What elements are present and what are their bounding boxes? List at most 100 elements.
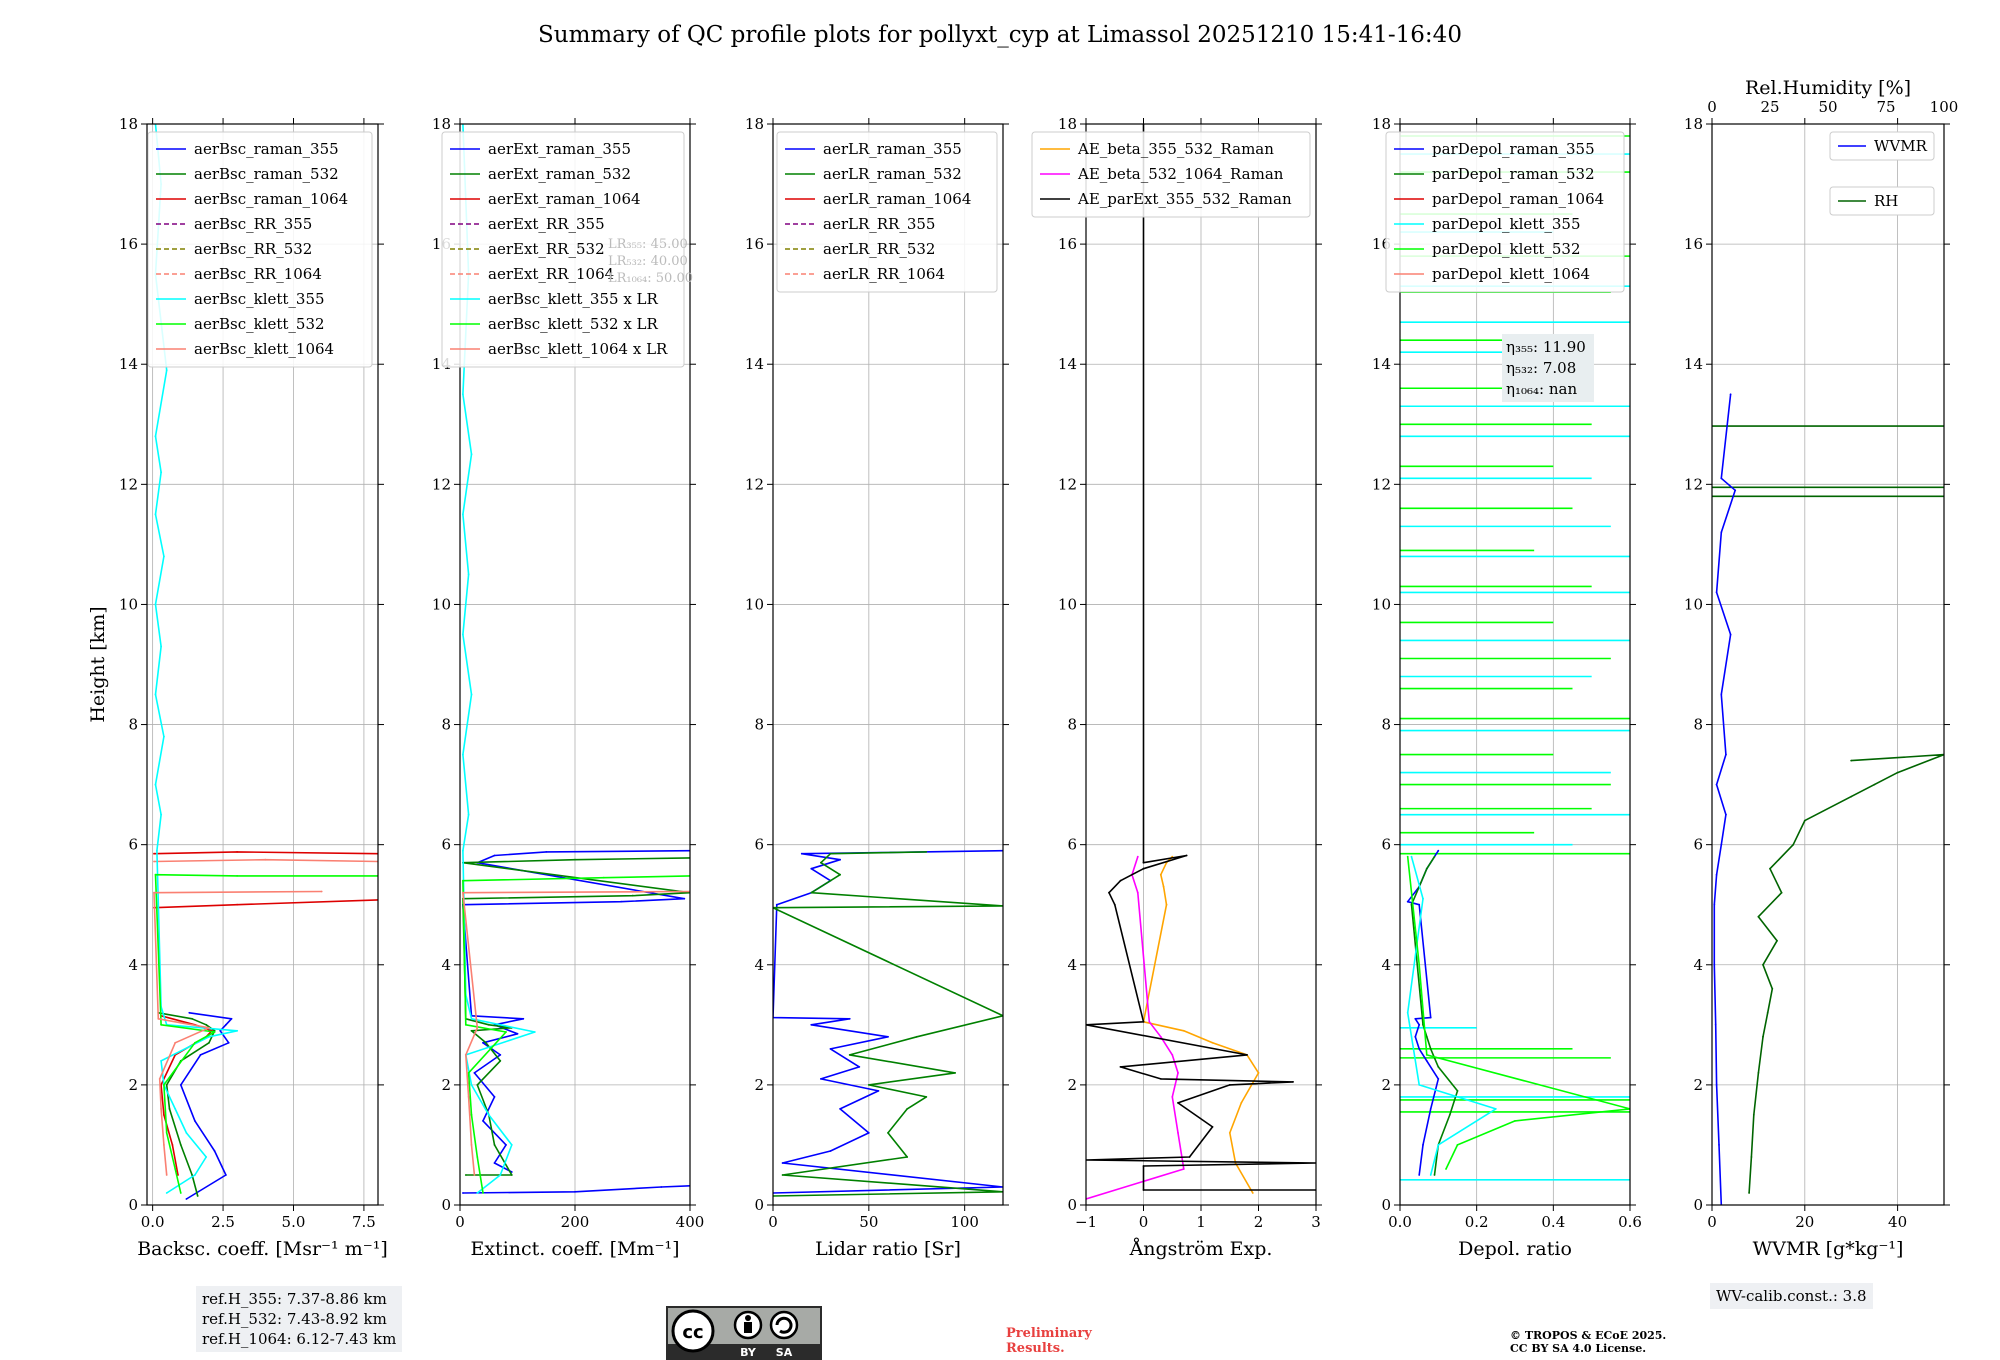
eta-label: η₁₀₆₄: nan <box>1506 380 1577 398</box>
y-tick-label: 4 <box>1067 956 1077 974</box>
data-point <box>1433 1174 1436 1176</box>
data-point <box>1715 591 1718 594</box>
x-tick-label: 2 <box>1254 1213 1264 1231</box>
data-point <box>462 753 464 756</box>
data-point <box>236 851 239 853</box>
data-point <box>1896 771 1899 774</box>
legend-label: aerExt_raman_1064 <box>488 190 641 208</box>
data-point <box>154 603 157 606</box>
data-point <box>1418 903 1421 906</box>
legend-box: parDepol_raman_355 parDepol_raman_532 parD… <box>1385 131 1625 293</box>
data-point <box>1142 867 1145 870</box>
data-point <box>906 1156 909 1158</box>
data-point <box>1873 783 1876 786</box>
data-point <box>482 1120 484 1122</box>
series-RH <box>1748 753 1944 1194</box>
preliminary-results-note: Preliminary Results. <box>1006 1326 1092 1356</box>
data-point <box>925 851 928 853</box>
x-tick-label: 0.6 <box>1618 1213 1642 1231</box>
data-point <box>205 1156 208 1158</box>
series-parDepol_klett_355 <box>1406 856 1497 1176</box>
data-point <box>1757 915 1760 918</box>
y-tick-label: 4 <box>441 956 451 974</box>
x-tick-label: 0 <box>455 1213 465 1231</box>
data-point <box>208 1041 210 1044</box>
series-aerBsc_klett_355 <box>154 124 238 1194</box>
data-point <box>156 849 158 852</box>
x-tick-label: −1 <box>1075 1213 1097 1231</box>
data-point <box>1148 1020 1151 1023</box>
data-point <box>462 1192 464 1194</box>
legend-label: aerLR_RR_1064 <box>823 265 945 283</box>
legend-frame <box>1829 131 1935 161</box>
legend-label: aerBsc_klett_1064 x LR <box>488 340 668 358</box>
data-point <box>1113 903 1116 906</box>
y-tick-label: 14 <box>1372 355 1391 373</box>
top-x-tick-label: 50 <box>1818 98 1837 116</box>
data-point <box>493 854 496 857</box>
data-point <box>1757 1072 1760 1074</box>
data-point <box>154 693 157 696</box>
data-point <box>1414 1017 1417 1020</box>
data-point <box>1418 963 1421 966</box>
data-point <box>1142 861 1145 864</box>
data-point <box>1718 1144 1720 1146</box>
y-tick-label: 8 <box>441 716 451 734</box>
y-tick-label: 0 <box>1067 1196 1077 1214</box>
series-aerBsc_raman_355 <box>180 1012 233 1200</box>
svg-text:cc: cc <box>682 1322 703 1343</box>
data-point <box>194 1174 196 1176</box>
data-point <box>1771 987 1774 990</box>
lidar-ratio-label: LR₃₅₅: 45.00 <box>608 237 688 252</box>
y-tick-label: 12 <box>1058 475 1077 493</box>
y-tick-label: 4 <box>754 956 764 974</box>
data-point <box>1715 783 1718 786</box>
axes-frame <box>772 123 1004 1206</box>
data-point <box>1734 489 1737 492</box>
data-point <box>320 890 323 893</box>
axes-frame <box>146 123 379 1206</box>
data-point <box>533 1031 536 1033</box>
data-point <box>1165 903 1168 906</box>
y-tick-label: 0 <box>441 1196 451 1214</box>
data-point <box>464 1054 467 1056</box>
legend-label: parDepol_raman_532 <box>1432 165 1595 183</box>
data-point <box>473 1072 476 1074</box>
copyright-line-2: CC BY SA 4.0 License. <box>1510 1342 1647 1355</box>
legend-label: aerExt_raman_355 <box>488 140 631 158</box>
y-tick-label: 0 <box>1381 1196 1391 1214</box>
data-point <box>1406 855 1409 858</box>
series-aerLR_raman_532 <box>773 851 1003 1197</box>
y-tick-label: 6 <box>1067 836 1077 854</box>
ref-height-532: ref.H_532: 7.43-8.92 km <box>202 1310 387 1328</box>
data-point <box>160 471 163 474</box>
data-point <box>191 1017 194 1020</box>
data-point <box>1720 843 1723 846</box>
data-point <box>160 1108 163 1110</box>
data-point <box>1177 1132 1179 1134</box>
x-tick-label: 50 <box>859 1213 878 1231</box>
y-tick-label: 2 <box>754 1076 764 1094</box>
legend-label: aerBsc_klett_1064 <box>194 340 334 358</box>
data-point <box>810 891 813 894</box>
data-point <box>165 1132 168 1134</box>
data-point <box>470 1114 473 1116</box>
data-point <box>1410 903 1413 906</box>
data-point <box>168 1108 171 1110</box>
data-point <box>230 1017 233 1020</box>
cc-sa-label: SA <box>776 1346 793 1359</box>
data-point <box>1228 1084 1231 1086</box>
x-tick-label: 0.2 <box>1465 1213 1489 1231</box>
data-point <box>1136 855 1139 858</box>
y-tick-label: 18 <box>1058 115 1077 133</box>
data-point <box>208 1035 210 1038</box>
data-point <box>160 1023 163 1026</box>
data-point <box>499 1174 502 1176</box>
data-point <box>196 1195 199 1197</box>
legend-label: parDepol_raman_355 <box>1432 140 1595 158</box>
y-axis-label: Height [km] <box>87 606 109 722</box>
data-point <box>467 813 470 816</box>
data-point <box>1142 1020 1145 1023</box>
legend-label: aerBsc_klett_532 x LR <box>488 315 659 333</box>
